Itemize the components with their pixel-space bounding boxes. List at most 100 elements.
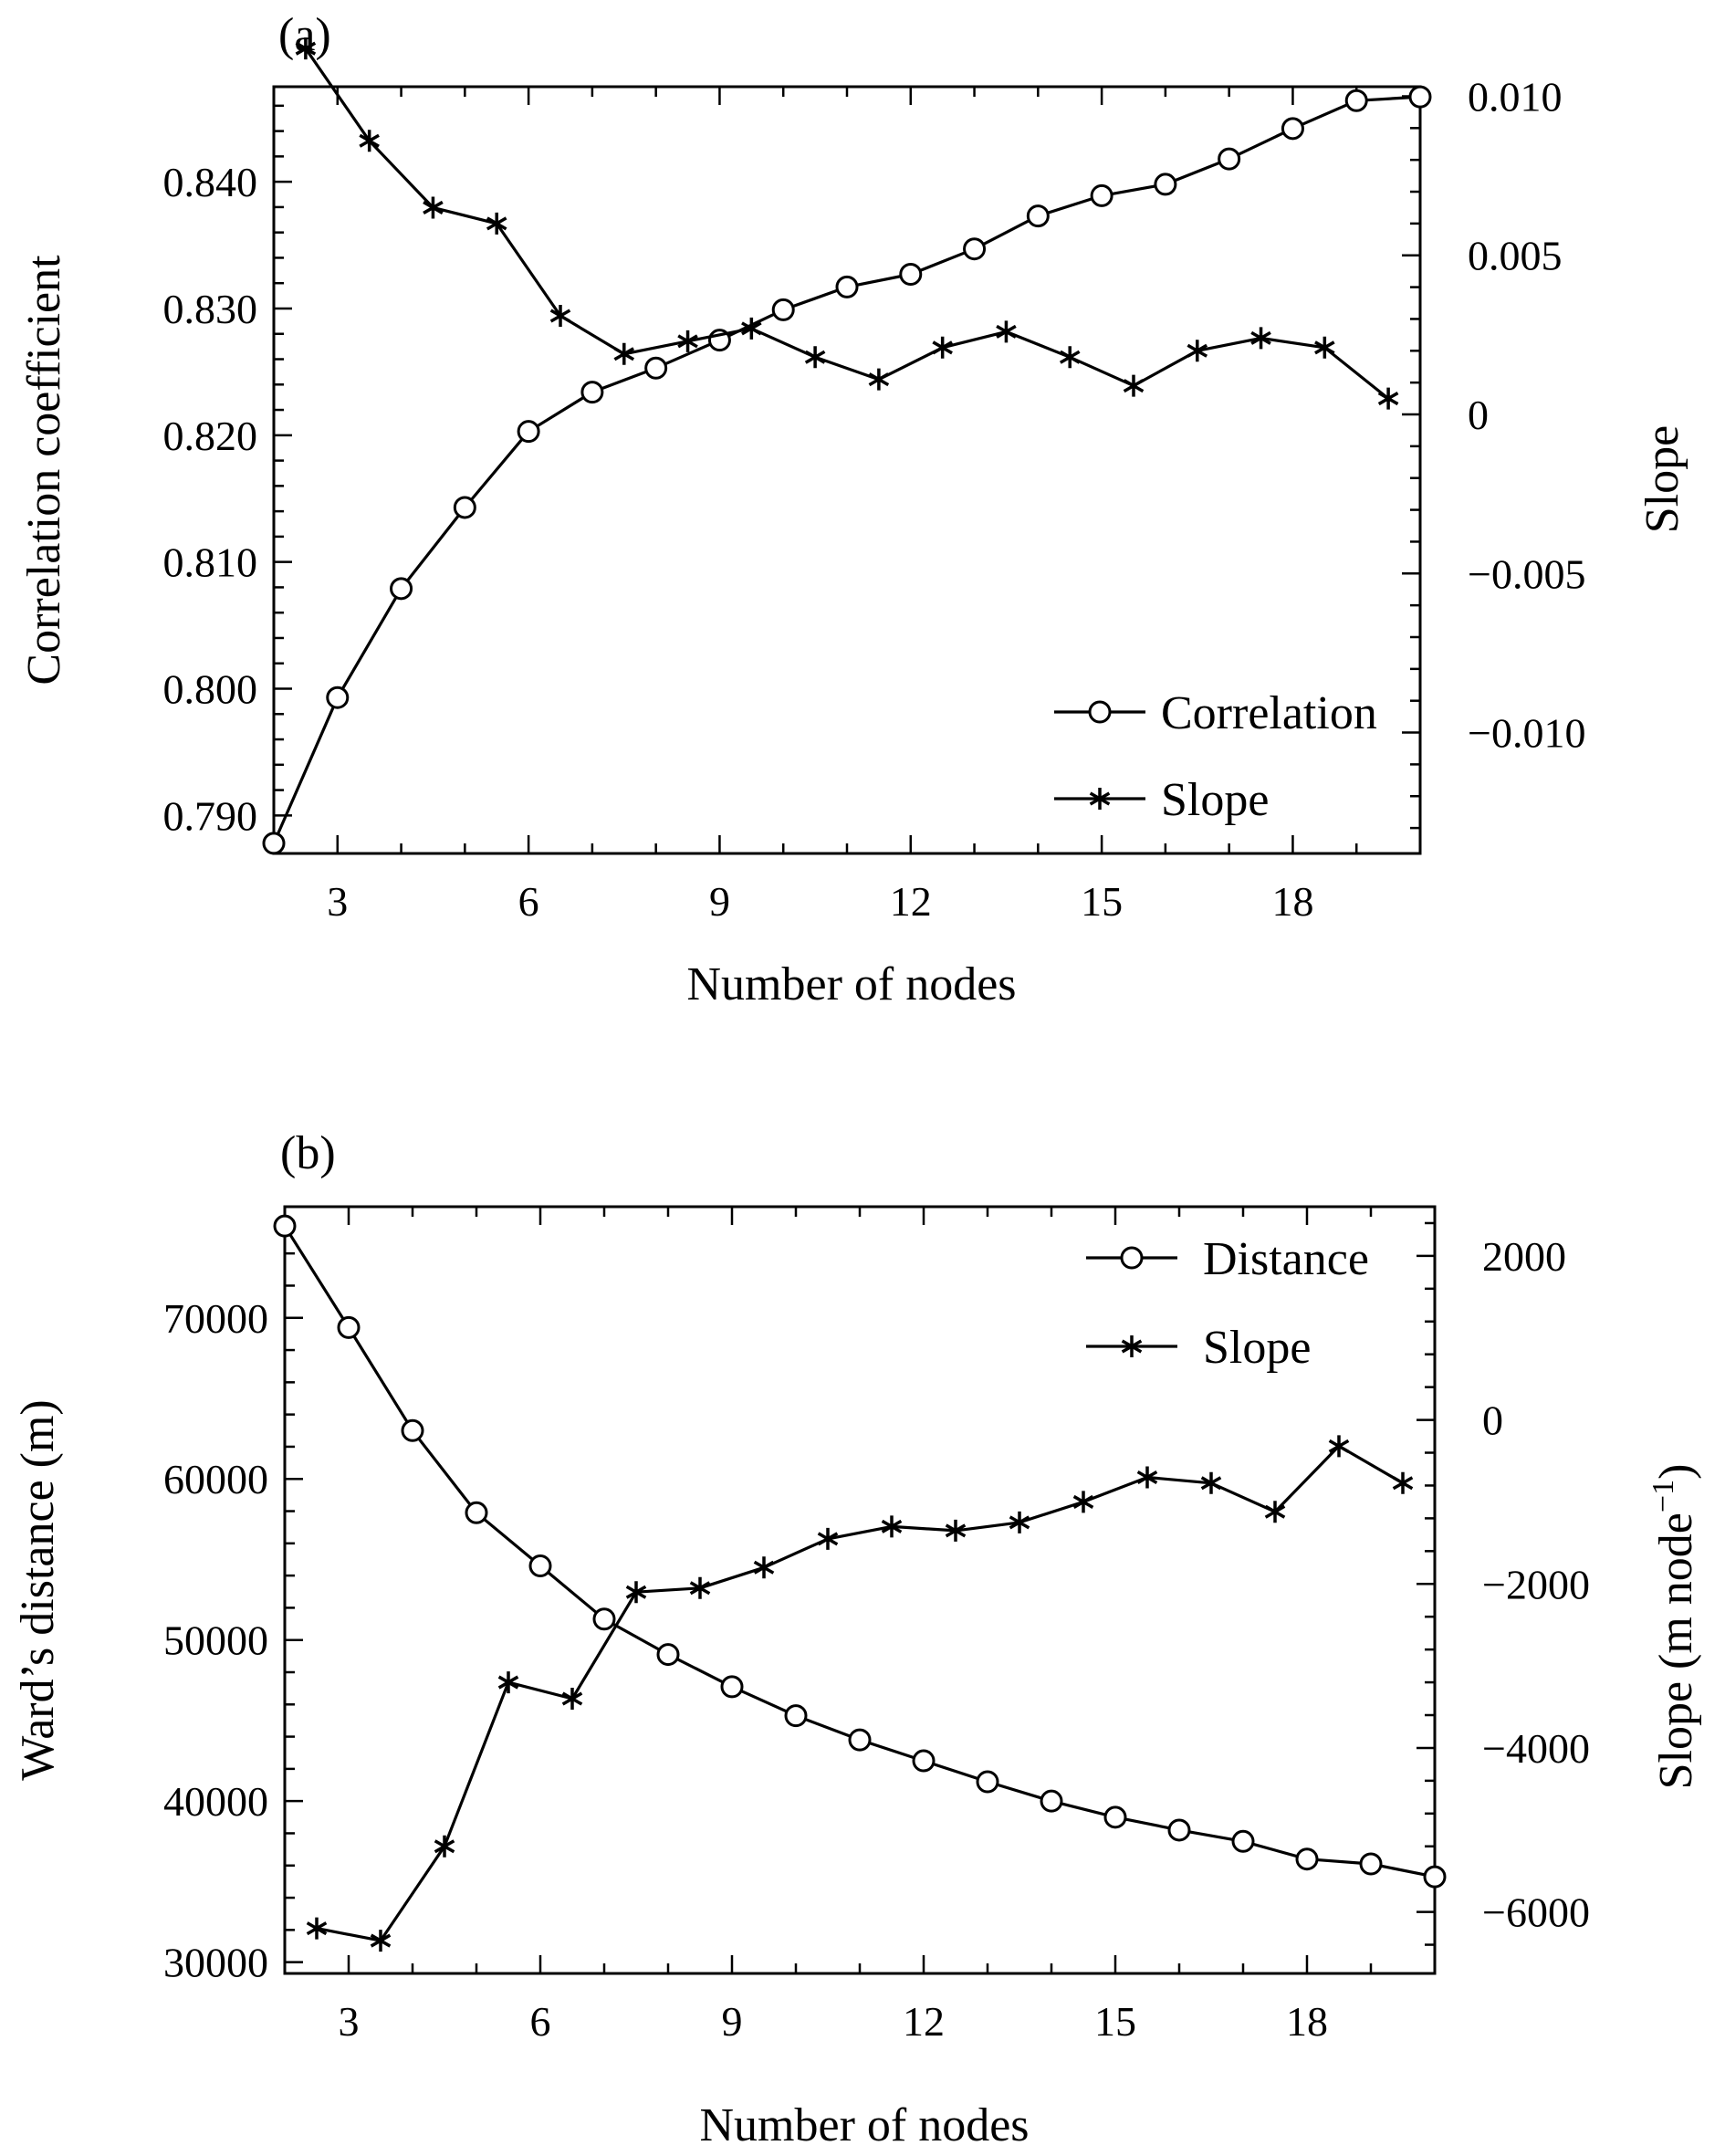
panel-b-legend-label: Slope	[1203, 1322, 1311, 1374]
panel-a-series-correlation-point	[1281, 117, 1304, 141]
panel-a-series-slope-point	[295, 37, 317, 60]
panel-b-y-axis-label: Ward’s distance (m)	[12, 1399, 64, 1780]
panel-a-series-correlation-point	[517, 420, 540, 444]
panel-b-series-distance-point	[337, 1315, 361, 1339]
panel-b-y2-tick-label: 0	[1482, 1397, 1503, 1444]
panel-b-series-slope-point	[753, 1556, 775, 1579]
panel-a-series-correlation-point	[1408, 85, 1432, 109]
panel-b-x-tick-label: 6	[530, 1998, 551, 2045]
panel-a-series-slope-point	[613, 342, 635, 365]
panel-a-y-tick-label: 0.810	[163, 539, 258, 586]
panel-b-series-slope-point	[1072, 1491, 1094, 1513]
panel-a-series-slope-point	[996, 320, 1017, 343]
panel-a-series-correlation-point	[262, 832, 286, 855]
panel-b-x-tick-label: 3	[339, 1998, 360, 2045]
panel-a-y-tick-label: 0.840	[163, 159, 258, 205]
panel-a-legend-label: Correlation	[1161, 687, 1377, 739]
panel-a-x-tick-label: 15	[1081, 878, 1123, 925]
panel-b-series-distance-point	[720, 1675, 744, 1699]
panel-a-x-tick-label: 9	[709, 878, 730, 925]
panel-a-series-slope-point	[1250, 327, 1271, 350]
panel-a-series-slope-point	[1059, 346, 1081, 369]
panel-b-x-axis-label: Number of nodes	[699, 2099, 1029, 2151]
panel-b-series-distance-point	[1359, 1852, 1383, 1876]
panel-a-series-correlation-point	[835, 275, 859, 298]
panel-b-series-slope-line	[316, 1444, 1404, 1942]
panel-a-panel-label: (a)	[278, 9, 331, 61]
panel-b-series-slope-point	[1264, 1501, 1286, 1523]
panel-a-legend-label: Slope	[1161, 774, 1269, 826]
panel-b-series-slope-point	[881, 1515, 903, 1538]
panel-a-series-correlation-point	[644, 356, 668, 380]
panel-b-series-slope-point	[306, 1917, 328, 1940]
panel-a-series-slope-point	[423, 196, 444, 219]
panel-a-y-tick-label: 0.820	[163, 413, 258, 459]
panel-a-y2-tick-label: 0.010	[1468, 73, 1563, 120]
panel-a-series-slope-point	[1377, 387, 1399, 410]
panel-a-y2-tick-label: 0.005	[1468, 233, 1563, 279]
panel-a-y2-tick-label: 0	[1468, 392, 1489, 438]
panel-a-y-axis-label: Correlation coefficient	[18, 255, 70, 686]
panel-a-y2-axis-label: Slope	[1636, 425, 1688, 533]
panel-a-series-slope-point	[1187, 340, 1208, 362]
panel-b-legend-marker	[1120, 1246, 1144, 1270]
panel-a-series-slope-point	[359, 130, 380, 152]
panel-b-series-distance-point	[912, 1749, 936, 1773]
panel-a-series-slope-point	[1314, 336, 1335, 359]
panel-b-x-tick-label: 12	[903, 1998, 945, 2045]
panel-b-series-distance-point	[1167, 1818, 1191, 1842]
panel-a-legend: Correlation Slope	[1054, 687, 1377, 826]
panel-a-y-tick-label: 0.790	[163, 792, 258, 839]
panel-b-series-slope-point	[1200, 1471, 1222, 1494]
panel-a-series-correlation-point	[1026, 204, 1050, 228]
panel-b-panel-label: (b)	[280, 1127, 336, 1179]
panel-a-y-tick-label: 0.800	[163, 666, 258, 713]
panel-b-y2-tick-label: −6000	[1482, 1889, 1590, 1936]
panel-b-legend-marker	[1121, 1335, 1143, 1357]
panel-b-legend-label: Distance	[1203, 1233, 1369, 1285]
panel-a-y-tick-label: 0.830	[163, 286, 258, 332]
panel-b-y2-tick-label: −4000	[1482, 1725, 1590, 1772]
panel-a-series-slope-point	[804, 346, 826, 369]
panel-b-series-distance-point	[1231, 1829, 1255, 1853]
panel-b-series-slope-point	[561, 1688, 583, 1711]
panel-b-series-distance-point	[1295, 1847, 1319, 1871]
panel-a-series-correlation-point	[580, 381, 604, 404]
panel-b-series-distance-point	[1040, 1789, 1063, 1813]
panel-b-series-slope-point	[625, 1581, 647, 1604]
panel-b-series-slope-point	[1136, 1466, 1158, 1489]
panel-b-series-slope-point	[689, 1576, 711, 1599]
panel-b-series-distance-point	[528, 1554, 552, 1578]
panel-a-series-slope-point	[677, 330, 698, 352]
panel-b-legend: Distance Slope	[1086, 1233, 1369, 1374]
panel-b-series-slope-point	[497, 1671, 519, 1694]
panel-a-series-correlation-point	[1344, 89, 1368, 112]
panel-a-series-correlation-point	[771, 298, 795, 321]
panel-a-x-axis-label: Number of nodes	[686, 958, 1016, 1010]
panel-b-series-slope-point	[434, 1835, 455, 1858]
panel-b-y-tick-label: 30000	[163, 1940, 268, 1986]
panel-b-series-slope-point	[1009, 1511, 1030, 1533]
panel-a-series-correlation-point	[326, 686, 350, 709]
panel-a-series-correlation-point	[390, 577, 413, 601]
panel-a-series-correlation-point	[963, 237, 987, 261]
panel-a: 3 6 9 12 15 18 0.790 0.800 0.810 0.820 0.830 0.840 0…	[18, 9, 1688, 1010]
panel-b-y-tick-label: 70000	[163, 1295, 268, 1342]
panel-a-series-slope-point	[868, 368, 890, 391]
panel-a-x-tick-label: 6	[518, 878, 539, 925]
panel-a-series-correlation-point	[453, 496, 476, 519]
panel-a-series-slope-point	[741, 317, 762, 340]
panel-a-x-tick-label: 12	[890, 878, 932, 925]
panel-b-x-tick-label: 9	[722, 1998, 743, 2045]
panel-a-x-tick-label: 3	[327, 878, 348, 925]
panel-b-y-tick-label: 60000	[163, 1456, 268, 1502]
panel-b-series-distance-point	[976, 1770, 999, 1794]
panel-b-y-tick-label: 40000	[163, 1778, 268, 1825]
panel-b-y2-tick-label: 2000	[1482, 1233, 1566, 1280]
panel-b-x-tick-label: 15	[1094, 1998, 1136, 2045]
panel-b-series-distance-point	[273, 1214, 297, 1238]
panel-b-series-distance-point	[465, 1501, 488, 1524]
panel-b-series-distance-point	[1423, 1865, 1447, 1889]
panel-b-series-slope-point	[1392, 1471, 1414, 1494]
